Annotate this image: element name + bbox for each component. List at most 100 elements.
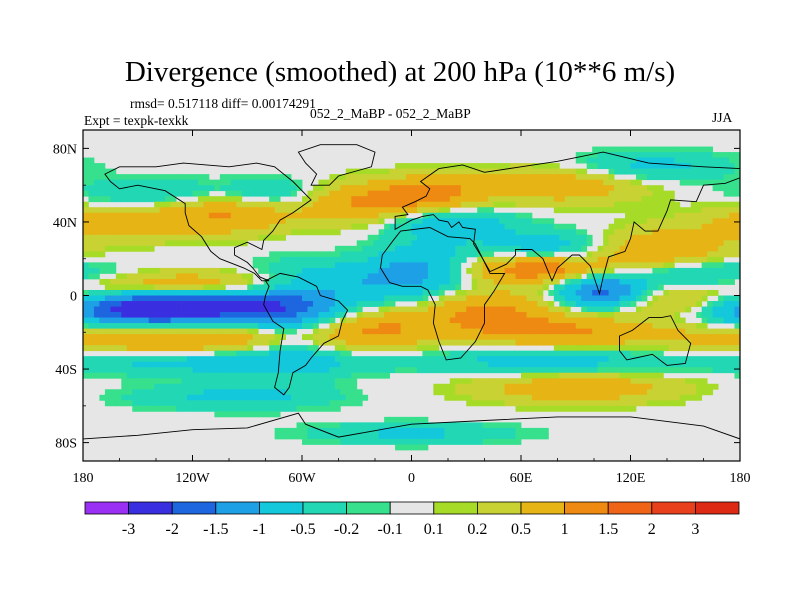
field-cell xyxy=(712,245,719,252)
field-cell xyxy=(488,218,495,225)
field-cell xyxy=(477,295,484,302)
field-cell xyxy=(548,196,555,203)
field-cell xyxy=(466,168,473,175)
field-cell xyxy=(608,163,615,170)
field-cell xyxy=(526,361,533,368)
field-cell xyxy=(203,328,210,335)
field-cell xyxy=(121,174,128,181)
field-cell xyxy=(351,422,358,429)
field-cell xyxy=(373,196,380,203)
field-cell xyxy=(707,207,714,214)
field-cell xyxy=(438,367,445,374)
field-cell xyxy=(312,301,319,307)
field-cell xyxy=(416,361,423,368)
field-cell xyxy=(208,383,215,390)
field-cell xyxy=(652,190,659,197)
field-cell xyxy=(433,185,440,192)
field-cell xyxy=(378,229,385,236)
field-cell xyxy=(93,361,100,368)
field-cell xyxy=(707,278,714,285)
field-cell xyxy=(625,229,631,236)
field-cell xyxy=(455,179,462,186)
field-cell xyxy=(247,234,254,241)
field-cell xyxy=(104,240,111,247)
field-cell xyxy=(641,383,648,390)
field-cell xyxy=(564,339,571,346)
field-cell xyxy=(723,207,730,214)
field-cell xyxy=(449,323,456,329)
field-cell xyxy=(247,301,254,307)
field-cell xyxy=(455,212,462,219)
field-cell xyxy=(93,317,100,324)
field-cell xyxy=(192,179,199,186)
field-cell xyxy=(657,323,664,329)
field-cell xyxy=(148,229,155,236)
field-cell xyxy=(635,212,642,219)
field-cell xyxy=(83,163,89,170)
field-cell xyxy=(559,323,566,329)
field-cell xyxy=(362,273,369,280)
field-cell xyxy=(312,306,319,313)
field-cell xyxy=(389,334,396,341)
field-cell xyxy=(455,350,462,357)
field-cell xyxy=(564,383,571,390)
field-cell xyxy=(630,328,637,335)
field-cell xyxy=(553,345,560,352)
field-cell xyxy=(635,223,642,230)
field-cell xyxy=(466,229,473,236)
field-cell xyxy=(608,284,615,291)
field-cell xyxy=(477,245,484,252)
field-cell xyxy=(449,422,456,429)
field-cell xyxy=(548,339,555,346)
field-cell xyxy=(646,212,653,219)
field-cell xyxy=(652,301,659,307)
field-cell xyxy=(318,284,325,291)
field-cell xyxy=(531,223,538,230)
field-cell xyxy=(176,389,182,396)
field-cell xyxy=(707,240,714,247)
field-cell xyxy=(531,312,538,318)
field-cell xyxy=(367,438,374,445)
field-cell xyxy=(214,306,221,313)
field-cell xyxy=(625,223,631,230)
field-cell xyxy=(493,234,500,241)
field-cell xyxy=(734,212,740,219)
field-cell xyxy=(729,251,735,258)
field-cell xyxy=(115,223,122,230)
field-cell xyxy=(581,328,588,335)
field-cell xyxy=(258,289,265,296)
field-cell xyxy=(635,190,642,197)
field-cell xyxy=(553,295,560,302)
field-cell xyxy=(137,273,144,280)
field-cell xyxy=(104,367,111,374)
field-cell xyxy=(553,240,560,247)
field-cell xyxy=(340,201,347,208)
field-cell xyxy=(362,339,369,346)
field-cell xyxy=(455,256,462,263)
field-cell xyxy=(203,339,210,346)
field-cell xyxy=(603,317,610,324)
field-cell xyxy=(553,383,560,390)
field-cell xyxy=(433,306,440,313)
field-cell xyxy=(729,306,735,313)
field-cell xyxy=(406,207,412,214)
field-cell xyxy=(570,400,577,407)
field-cell xyxy=(132,207,139,214)
field-cell xyxy=(581,339,588,346)
field-cell xyxy=(126,207,133,214)
field-cell xyxy=(646,289,653,296)
field-cell xyxy=(99,218,106,225)
field-cell xyxy=(323,378,330,385)
field-cell xyxy=(170,356,177,363)
field-cell xyxy=(635,229,642,236)
field-cell xyxy=(668,245,675,252)
field-cell xyxy=(88,312,95,318)
field-cell xyxy=(564,179,571,186)
colorbar-label: -0.5 xyxy=(290,521,315,538)
field-cell xyxy=(690,146,697,153)
field-cell xyxy=(351,201,358,208)
field-cell xyxy=(181,218,188,225)
field-cell xyxy=(614,400,620,407)
field-cell xyxy=(104,323,111,329)
field-cell xyxy=(488,400,495,407)
